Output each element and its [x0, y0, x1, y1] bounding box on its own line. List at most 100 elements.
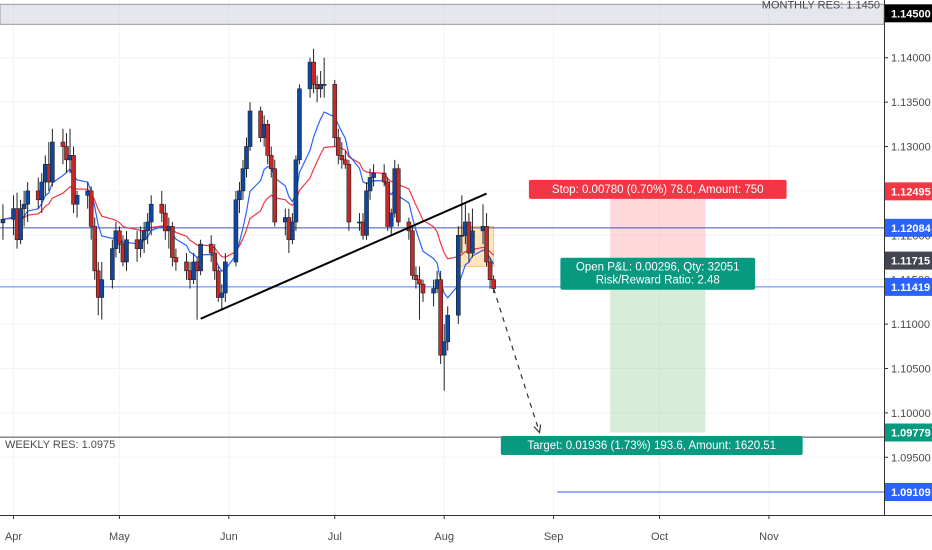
- candle[interactable]: [364, 182, 369, 240]
- candle[interactable]: [371, 164, 376, 187]
- candle[interactable]: [170, 221, 175, 267]
- candle-body-up: [445, 314, 451, 343]
- candle[interactable]: [138, 226, 143, 258]
- candle[interactable]: [290, 213, 295, 245]
- candle[interactable]: [71, 146, 76, 214]
- candle[interactable]: [215, 266, 221, 302]
- candle-body-up: [431, 288, 436, 294]
- candle[interactable]: [159, 190, 165, 222]
- price-tick-label: 1.10000: [891, 408, 931, 420]
- candle[interactable]: [184, 253, 189, 280]
- candle[interactable]: [64, 133, 69, 174]
- candle[interactable]: [223, 253, 228, 302]
- candle[interactable]: [145, 213, 150, 245]
- candle[interactable]: [321, 57, 327, 98]
- candle[interactable]: [385, 177, 391, 231]
- candle[interactable]: [332, 79, 338, 147]
- candle[interactable]: [110, 239, 115, 289]
- candle[interactable]: [74, 190, 80, 218]
- candle[interactable]: [148, 195, 154, 236]
- trendline[interactable]: [200, 192, 487, 320]
- candle-body-up: [470, 230, 475, 254]
- candle-body-up: [21, 203, 27, 209]
- candle[interactable]: [247, 102, 253, 151]
- candle[interactable]: [244, 137, 249, 178]
- candle-body-down: [272, 168, 278, 223]
- candle[interactable]: [173, 248, 179, 271]
- candle[interactable]: [438, 270, 443, 365]
- candle[interactable]: [318, 71, 323, 98]
- candle[interactable]: [208, 235, 214, 262]
- candle[interactable]: [417, 266, 422, 320]
- drawings[interactable]: [200, 192, 542, 434]
- candle[interactable]: [99, 261, 105, 320]
- candle-body-down: [395, 168, 401, 223]
- candle-body-up: [388, 212, 394, 227]
- candle[interactable]: [339, 142, 345, 169]
- candlestick-series[interactable]: [0, 48, 496, 391]
- candle[interactable]: [198, 239, 203, 276]
- candle[interactable]: [212, 244, 218, 280]
- candle-body-up: [18, 208, 23, 241]
- candle[interactable]: [335, 128, 341, 165]
- candle[interactable]: [92, 217, 98, 280]
- candle[interactable]: [50, 128, 55, 187]
- candle[interactable]: [163, 204, 168, 240]
- candle[interactable]: [18, 199, 23, 245]
- candle[interactable]: [420, 279, 426, 302]
- candle[interactable]: [346, 159, 352, 231]
- candle[interactable]: [367, 168, 373, 200]
- candle[interactable]: [395, 164, 401, 227]
- candle[interactable]: [311, 48, 316, 94]
- candle[interactable]: [25, 182, 30, 222]
- ema-fast-line: [2, 111, 495, 299]
- candle-body-down: [117, 230, 122, 245]
- candle-body-up: [110, 248, 115, 280]
- price-label-text: 1.14500: [891, 8, 931, 20]
- candle[interactable]: [441, 324, 447, 391]
- monthly-res-zone[interactable]: [0, 3, 885, 25]
- candle[interactable]: [265, 119, 270, 165]
- candle[interactable]: [0, 204, 6, 240]
- candle[interactable]: [272, 159, 278, 227]
- price-label-blue: [885, 483, 932, 502]
- candle[interactable]: [233, 190, 239, 267]
- candle[interactable]: [219, 284, 225, 311]
- candle-body-up: [290, 221, 295, 241]
- candle-body-down: [438, 279, 443, 356]
- candle[interactable]: [237, 182, 242, 214]
- projection-arrow-line[interactable]: [493, 288, 541, 433]
- candle[interactable]: [141, 221, 147, 254]
- target-info-box-text: Target: 0.01936 (1.73%) 193.6, Amount: 1…: [527, 440, 776, 452]
- candle[interactable]: [456, 226, 461, 325]
- candle[interactable]: [268, 146, 274, 178]
- stop-info-box-text: Stop: 0.00780 (0.70%) 78.0, Amount: 750: [552, 184, 764, 196]
- candle[interactable]: [388, 208, 394, 236]
- candle[interactable]: [343, 150, 348, 169]
- candle[interactable]: [293, 155, 299, 231]
- candle[interactable]: [240, 159, 246, 200]
- price-tick-label: 1.13500: [891, 97, 931, 109]
- price-label-text: 1.11715: [891, 256, 930, 268]
- candle[interactable]: [410, 226, 415, 280]
- candle[interactable]: [484, 213, 489, 267]
- candle[interactable]: [297, 84, 302, 165]
- candle[interactable]: [487, 257, 493, 289]
- candle[interactable]: [124, 230, 129, 271]
- candle-body-up: [233, 199, 239, 263]
- candle[interactable]: [413, 266, 419, 289]
- time-tick-label: Aug: [434, 531, 454, 543]
- candle[interactable]: [117, 226, 122, 254]
- candle[interactable]: [60, 128, 66, 165]
- candle-body-up: [364, 190, 369, 236]
- candle[interactable]: [431, 279, 436, 307]
- candle[interactable]: [88, 186, 94, 240]
- candle[interactable]: [39, 173, 45, 214]
- candle[interactable]: [445, 306, 451, 351]
- candle[interactable]: [470, 208, 475, 258]
- candle-body-up: [371, 172, 376, 178]
- candle-body-up: [219, 292, 225, 298]
- candle[interactable]: [21, 190, 27, 227]
- candle[interactable]: [381, 164, 387, 187]
- stop-loss-zone[interactable]: [610, 191, 706, 261]
